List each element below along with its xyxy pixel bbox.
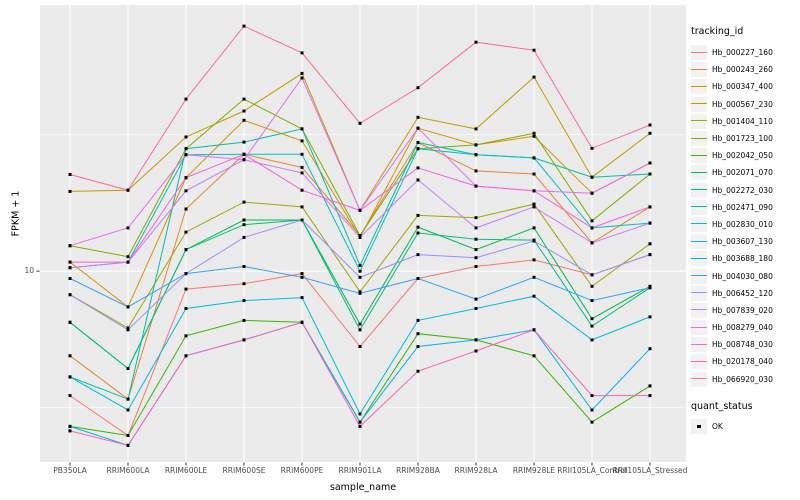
legend-item: Hb_001723_100 — [691, 130, 799, 147]
legend-item: Hb_002042_050 — [691, 147, 799, 164]
x-tick-label: RRIM600PE — [280, 466, 324, 475]
legend-item-label: Hb_066920_030 — [712, 374, 773, 384]
legend-key-line-icon — [691, 371, 707, 387]
axis-tick-marks — [36, 270, 651, 466]
y-axis-tick-label: 10 — [24, 266, 34, 275]
legend-item-label: Hb_007839_020 — [712, 305, 773, 315]
legend-item-label: Hb_001404_110 — [712, 116, 773, 126]
black-square-marker-icon — [691, 418, 707, 434]
legend-key-line-icon — [691, 79, 707, 95]
legend-item: Hb_006452_120 — [691, 285, 799, 302]
legend-item: Hb_000243_260 — [691, 61, 799, 78]
legend-key-line-icon — [691, 268, 707, 284]
quant-status-legend-item: OK — [691, 418, 799, 435]
legend-key-line-icon — [691, 165, 707, 181]
legend-item: Hb_020178_040 — [691, 353, 799, 370]
legend-item-label: Hb_002071_070 — [712, 168, 773, 178]
legend-items: Hb_000227_160 Hb_000243_260 Hb_000347_400 H… — [691, 44, 799, 388]
legend-item: Hb_003688_180 — [691, 250, 799, 267]
quant-status-label: OK — [712, 421, 723, 431]
x-tick-label: RRIM928BA — [396, 466, 440, 475]
legend-item-label: Hb_003607_130 — [712, 237, 773, 247]
x-tick-label: RRIM901LA — [338, 466, 382, 475]
legend-title: tracking_id — [691, 26, 744, 37]
x-tick-label: RRIM600LA — [106, 466, 150, 475]
legend-item: Hb_003607_130 — [691, 233, 799, 250]
legend-item: Hb_000227_160 — [691, 44, 799, 61]
legend-key-line-icon — [691, 320, 707, 336]
legend-item-label: Hb_001723_100 — [712, 134, 773, 144]
legend-key-line-icon — [691, 337, 707, 353]
x-tick-label: PB350LA — [53, 466, 87, 475]
legend-item-label: Hb_002272_030 — [712, 185, 773, 195]
legend-item: Hb_001404_110 — [691, 113, 799, 130]
legend-item-label: Hb_006452_120 — [712, 288, 773, 298]
legend-key-line-icon — [691, 131, 707, 147]
legend-item-label: Hb_003688_180 — [712, 254, 773, 264]
legend-item: Hb_004030_080 — [691, 267, 799, 284]
legend-item-label: Hb_002830_010 — [712, 219, 773, 229]
legend-item: Hb_002071_070 — [691, 164, 799, 181]
legend-item-label: Hb_000347_400 — [712, 82, 773, 92]
legend-item-label: Hb_002042_050 — [712, 151, 773, 161]
legend-key-line-icon — [691, 302, 707, 318]
legend-key-line-icon — [691, 354, 707, 370]
legend-item-label: Hb_002471_090 — [712, 202, 773, 212]
legend-item: Hb_008279_040 — [691, 319, 799, 336]
legend-key-line-icon — [691, 216, 707, 232]
legend-item: Hb_002471_090 — [691, 199, 799, 216]
legend-item-label: Hb_000567_230 — [712, 99, 773, 109]
legend-item: Hb_000567_230 — [691, 96, 799, 113]
legend-item-label: Hb_000227_160 — [712, 48, 773, 58]
legend-item: Hb_002272_030 — [691, 182, 799, 199]
legend-key-line-icon — [691, 96, 707, 112]
x-tick-label: RRIM928LE — [512, 466, 556, 475]
legend-item-label: Hb_020178_040 — [712, 357, 773, 367]
legend-key-line-icon — [691, 62, 707, 78]
legend-key-line-icon — [691, 45, 707, 61]
legend-item: Hb_008748_030 — [691, 336, 799, 353]
legend-item: Hb_007839_020 — [691, 302, 799, 319]
legend-item-label: Hb_000243_260 — [712, 65, 773, 75]
legend-key-line-icon — [691, 113, 707, 129]
x-tick-label: RRII105LA_Control — [557, 466, 627, 475]
y-axis-title: FPKM + 1 — [10, 190, 22, 237]
legend-key-line-icon — [691, 234, 707, 250]
legend-item: Hb_000347_400 — [691, 78, 799, 95]
legend-item: Hb_002830_010 — [691, 216, 799, 233]
x-tick-label: RRIM600SE — [222, 466, 266, 475]
legend-key-line-icon — [691, 251, 707, 267]
grid-minor — [40, 134, 686, 408]
legend: tracking_id Hb_000227_160 Hb_000243_260 Hb… — [691, 26, 799, 435]
legend-item: Hb_066920_030 — [691, 371, 799, 388]
legend-key-line-icon — [691, 148, 707, 164]
x-tick-label: RRII105LA_Stressed — [612, 466, 688, 475]
data-point-markers — [68, 24, 652, 447]
x-axis-title: sample_name — [329, 482, 397, 493]
legend-item-label: Hb_004030_080 — [712, 271, 773, 281]
legend-key-line-icon — [691, 199, 707, 215]
legend-key-line-icon — [691, 285, 707, 301]
x-tick-label: RRIM600LE — [164, 466, 208, 475]
quant-status-legend-title: quant_status — [691, 400, 753, 412]
legend-key-line-icon — [691, 182, 707, 198]
legend-item-label: Hb_008279_040 — [712, 323, 773, 333]
x-tick-label: RRIM928LA — [454, 466, 498, 475]
legend-item-label: Hb_008748_030 — [712, 340, 773, 350]
